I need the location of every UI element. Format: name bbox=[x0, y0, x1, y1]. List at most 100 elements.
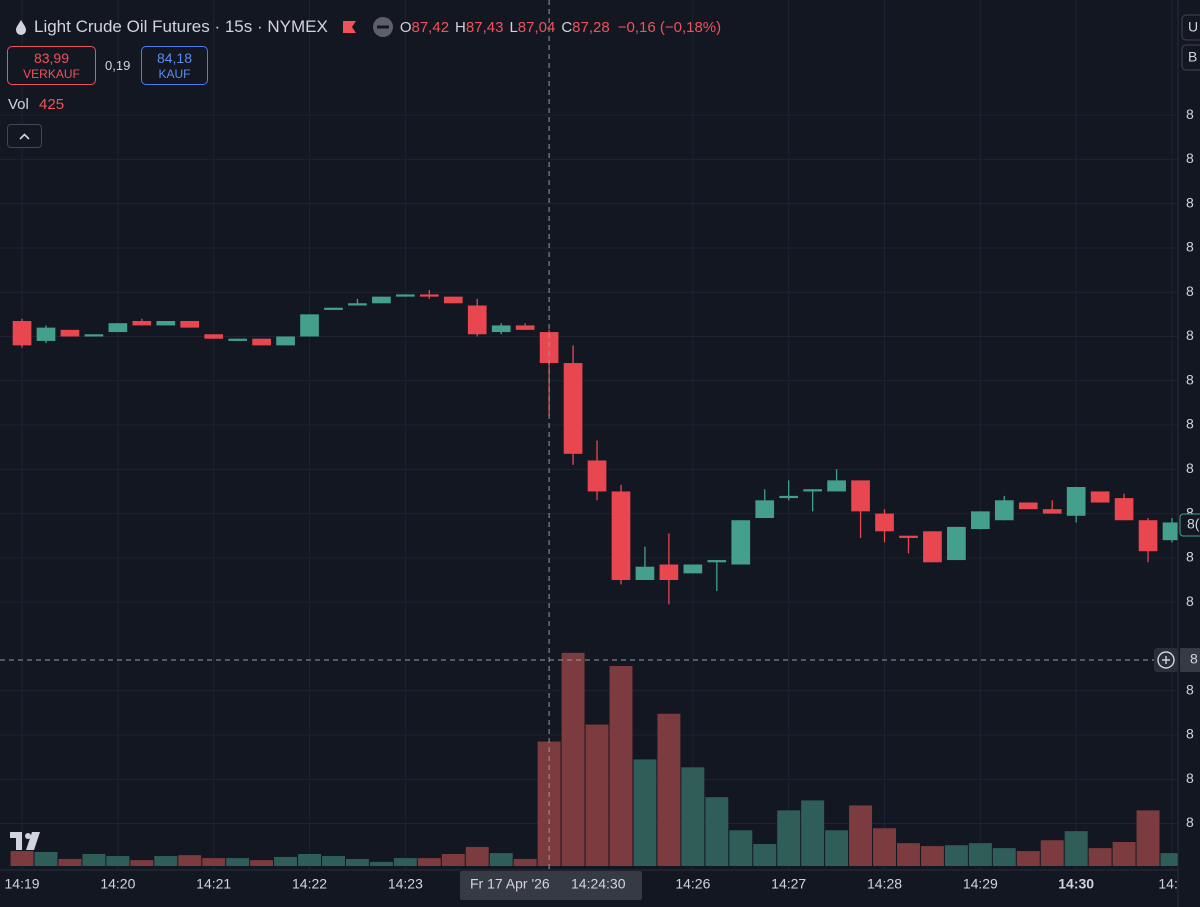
candle-body bbox=[515, 325, 535, 330]
candle-body bbox=[1018, 502, 1038, 510]
y-tick-label: 8 bbox=[1186, 681, 1194, 697]
sell-price: 83,99 bbox=[33, 50, 70, 66]
candle-body bbox=[36, 327, 56, 341]
ohlc-high: 87,43 bbox=[465, 18, 504, 36]
volume-bar bbox=[417, 858, 441, 866]
ohlc-change: −0,16 (−0,18%) bbox=[617, 18, 722, 36]
y-tick-label: 8 bbox=[1186, 504, 1194, 520]
candle-body bbox=[467, 305, 487, 335]
volume-bar bbox=[298, 853, 322, 866]
volume-bar bbox=[849, 805, 873, 866]
candle-body bbox=[12, 320, 32, 346]
volume-bar bbox=[729, 830, 753, 866]
flag-icon[interactable] bbox=[340, 18, 360, 36]
buy-button[interactable]: 84,18 KAUF bbox=[141, 46, 208, 85]
collapse-button[interactable] bbox=[7, 124, 42, 148]
candle-body bbox=[180, 320, 200, 328]
volume-bar bbox=[561, 652, 585, 866]
y-tick-label: 8 bbox=[1186, 416, 1194, 432]
spread: 0,19 bbox=[105, 58, 131, 73]
candle-body bbox=[108, 323, 128, 333]
add-alert-icon bbox=[1157, 651, 1175, 669]
volume-bar bbox=[633, 759, 657, 866]
candle-body bbox=[563, 363, 583, 454]
crosshair-price: 8 bbox=[1190, 651, 1198, 667]
volume-bar bbox=[489, 853, 513, 866]
x-tick-label: 14:30 bbox=[1058, 876, 1094, 892]
logo-dot bbox=[25, 833, 31, 839]
volume-bar bbox=[393, 858, 417, 866]
candle-body bbox=[396, 294, 415, 297]
x-tick-label: 14:19 bbox=[5, 876, 40, 892]
candle-body bbox=[827, 480, 846, 492]
hide-icon[interactable] bbox=[372, 16, 394, 38]
y-tick-label: 8 bbox=[1186, 327, 1194, 343]
crosshair-time: 14:24:30 bbox=[571, 876, 626, 892]
volume-bar bbox=[513, 858, 537, 866]
x-tick-label: 14:27 bbox=[771, 876, 806, 892]
candle-body bbox=[276, 336, 295, 346]
candle-body bbox=[132, 320, 152, 326]
candle-body bbox=[923, 531, 942, 563]
candle-body bbox=[348, 303, 367, 306]
candle-body bbox=[324, 307, 343, 310]
volume-bar bbox=[1112, 841, 1136, 866]
ohlc-close-key: C bbox=[561, 18, 573, 36]
candle-body bbox=[994, 500, 1014, 521]
candle-body bbox=[947, 526, 966, 561]
volume-bar bbox=[1136, 810, 1160, 866]
volume-bar bbox=[585, 724, 609, 866]
tradingview-logo bbox=[10, 832, 40, 850]
volume-bar bbox=[465, 846, 489, 866]
axis-button[interactable] bbox=[1181, 14, 1200, 41]
axis-button-label: B bbox=[1188, 49, 1197, 65]
x-tick-label: 14:20 bbox=[100, 876, 135, 892]
candle-body bbox=[1090, 491, 1110, 503]
candle-body bbox=[372, 296, 391, 304]
ohlc-high-key: H bbox=[455, 18, 466, 36]
ohlc-open-key: O bbox=[399, 18, 412, 36]
chevron-icon bbox=[19, 133, 30, 140]
volume-bar bbox=[58, 858, 82, 866]
candle-body bbox=[659, 564, 679, 580]
x-tick-label: 14:21 bbox=[196, 876, 231, 892]
candle-body bbox=[60, 329, 80, 337]
candle-body bbox=[252, 338, 271, 346]
volume-bar bbox=[920, 846, 944, 866]
oil-icon bbox=[16, 20, 26, 35]
candle-body bbox=[539, 332, 559, 364]
volume-bar bbox=[992, 848, 1016, 866]
legend-row: Light Crude Oil Futures · 15s · NYMEX O 8… bbox=[0, 14, 721, 40]
price-axis bbox=[1178, 0, 1200, 907]
axis-button[interactable] bbox=[1181, 44, 1200, 71]
crosshair-time-box bbox=[460, 871, 642, 900]
sell-button[interactable]: 83,99 VERKAUF bbox=[7, 46, 96, 85]
candle-body bbox=[707, 560, 727, 563]
symbol-title[interactable]: Light Crude Oil Futures · 15s · NYMEX bbox=[34, 17, 328, 36]
y-tick-label: 8 bbox=[1186, 593, 1194, 609]
y-tick-label: 8 bbox=[1186, 239, 1194, 255]
candle-body bbox=[779, 495, 799, 499]
logo-shape bbox=[10, 832, 40, 850]
x-tick-label: 14:26 bbox=[675, 876, 710, 892]
volume-bar bbox=[1088, 848, 1112, 866]
volume-value: 425 bbox=[39, 96, 65, 113]
y-tick-label: 8 bbox=[1186, 726, 1194, 742]
candle-body bbox=[731, 520, 751, 565]
candle-body bbox=[587, 460, 607, 492]
volume-bar bbox=[202, 858, 226, 866]
volume-bar bbox=[777, 810, 801, 866]
candle-body bbox=[635, 566, 655, 580]
volume-bar bbox=[10, 851, 34, 866]
volume-bar bbox=[944, 845, 968, 866]
volume-bar bbox=[226, 858, 250, 866]
y-tick-label: 8 bbox=[1186, 371, 1194, 387]
crosshair-price-box bbox=[1180, 648, 1200, 672]
ohlc-low-key: L bbox=[509, 18, 518, 36]
volume-bar bbox=[130, 860, 154, 866]
x-tick-label: 14:28 bbox=[867, 876, 902, 892]
candle-body bbox=[228, 338, 248, 341]
volume-bar bbox=[369, 861, 393, 866]
